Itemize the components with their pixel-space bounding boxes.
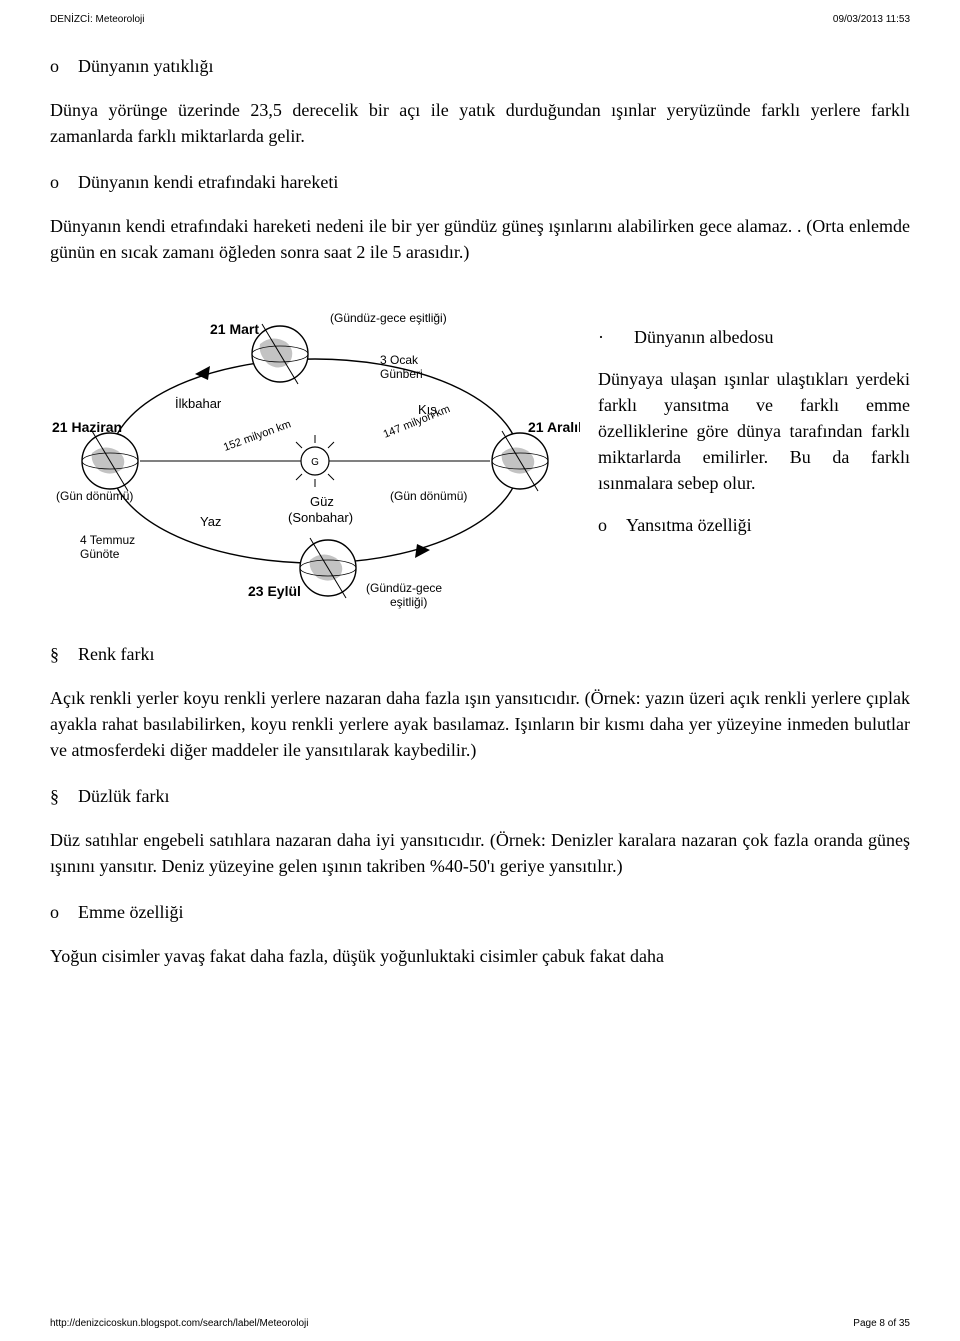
lbl-ilkbahar: İlkbahar [175,396,222,411]
footer-page: Page 8 of 35 [853,1318,910,1329]
svg-text:Günberi: Günberi [380,367,423,381]
para-renk: Açık renkli yerler koyu renkli yerlere n… [50,685,910,763]
svg-text:eşitliği): eşitliği) [390,595,427,609]
lbl-23eyl: 23 Eylül [248,583,301,599]
lbl-guz2: (Sonbahar) [288,510,353,525]
para-duzluk: Düz satıhlar engebeli satıhlara nazaran … [50,827,910,879]
lbl-eq-top: (Gündüz-gece eşitliği) [330,311,447,325]
lbl-21ara: 21 Aralık [528,419,580,435]
dist-152: 152 milyon km [222,418,293,454]
lbl-gd2: (Gün dönümü) [390,489,467,503]
bullet-emme: Emme özelliği [50,899,910,925]
header-left: DENİZCİ: Meteoroloji [50,14,144,25]
lbl-eq-bot: (Gündüz-gece [366,581,442,595]
orbit-diagram: G 152 milyon km [50,286,580,623]
lbl-gd1: (Gün dönümü) [56,489,133,503]
para-yatiklik: Dünya yörünge üzerinde 23,5 derecelik bi… [50,97,910,149]
lbl-guz1: Güz [310,494,334,509]
bullet-yatiklik: Dünyanın yatıklığı [50,53,910,79]
svg-text:G: G [311,457,319,468]
para-emme: Yoğun cisimler yavaş fakat daha fazla, d… [50,943,910,969]
lbl-21haz: 21 Haziran [52,419,122,435]
lbl-gunote1: 4 Temmuz [80,533,135,547]
bullet-duzluk: Düzlük farkı [50,783,910,809]
lbl-gunberi: 3 Ocak [380,353,419,367]
lbl-gunote2: Günöte [80,547,120,561]
bullet-yansitma: Yansıtma özelliği [598,512,910,538]
lbl-yaz: Yaz [200,514,221,529]
bullet-renk: Renk farkı [50,641,910,667]
dist-147: 147 milyon km [382,403,452,441]
lbl-21mart: 21 Mart [210,321,259,337]
page-content: Dünyanın yatıklığı Dünya yörünge üzerind… [50,53,910,970]
para-hareket: Dünyanın kendi etrafındaki hareketi nede… [50,213,910,265]
lbl-kis: Kış [418,402,437,417]
header-right: 09/03/2013 11:53 [833,14,910,25]
footer-url: http://denizcicoskun.blogspot.com/search… [50,1318,308,1329]
bullet-albedo: Dünyanın albedosu [598,324,910,350]
para-albedo: Dünyaya ulaşan ışınlar ulaştıkları yerde… [598,366,910,496]
bullet-hareket: Dünyanın kendi etrafındaki hareketi [50,169,910,195]
